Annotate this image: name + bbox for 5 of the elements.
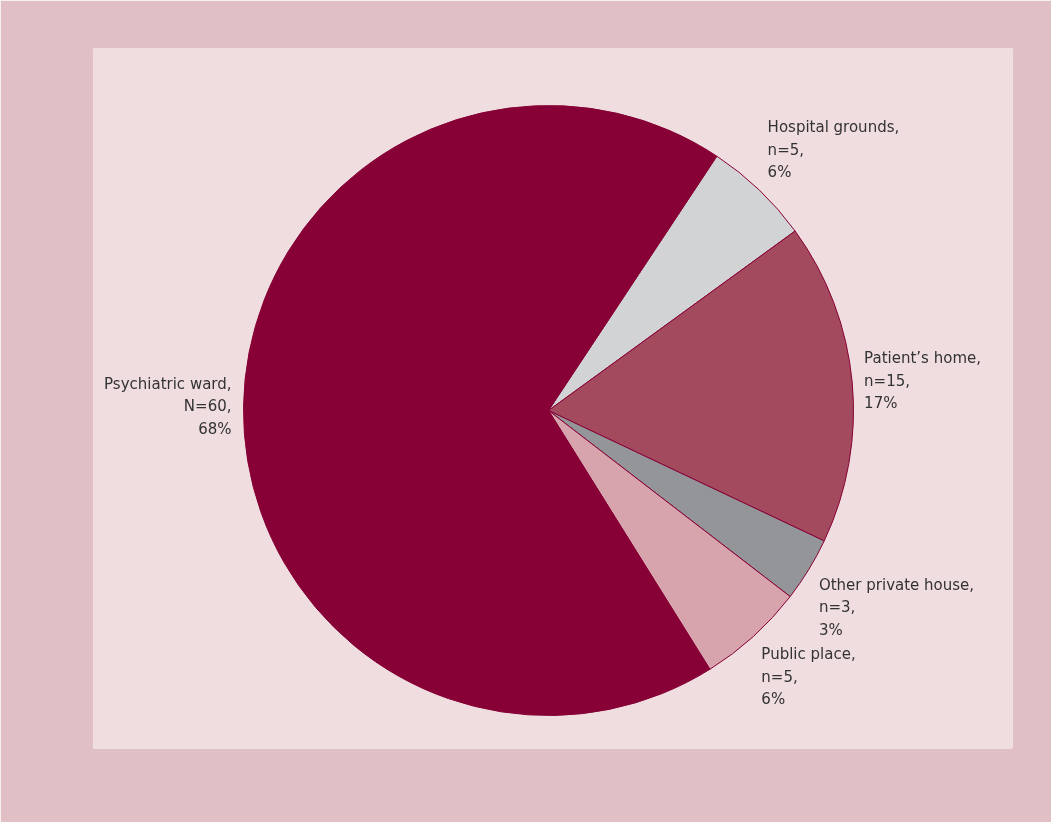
slice-label: Public place, n=5, 6% [761,645,856,709]
slice-label: Psychiatric ward, N=60, 68% [104,374,232,438]
slice-label: Patient’s home, n=15, 17% [864,349,981,413]
slice-label: Hospital grounds, n=5, 6% [767,118,900,182]
slice-label: Other private house, n=3, 3% [818,575,975,639]
